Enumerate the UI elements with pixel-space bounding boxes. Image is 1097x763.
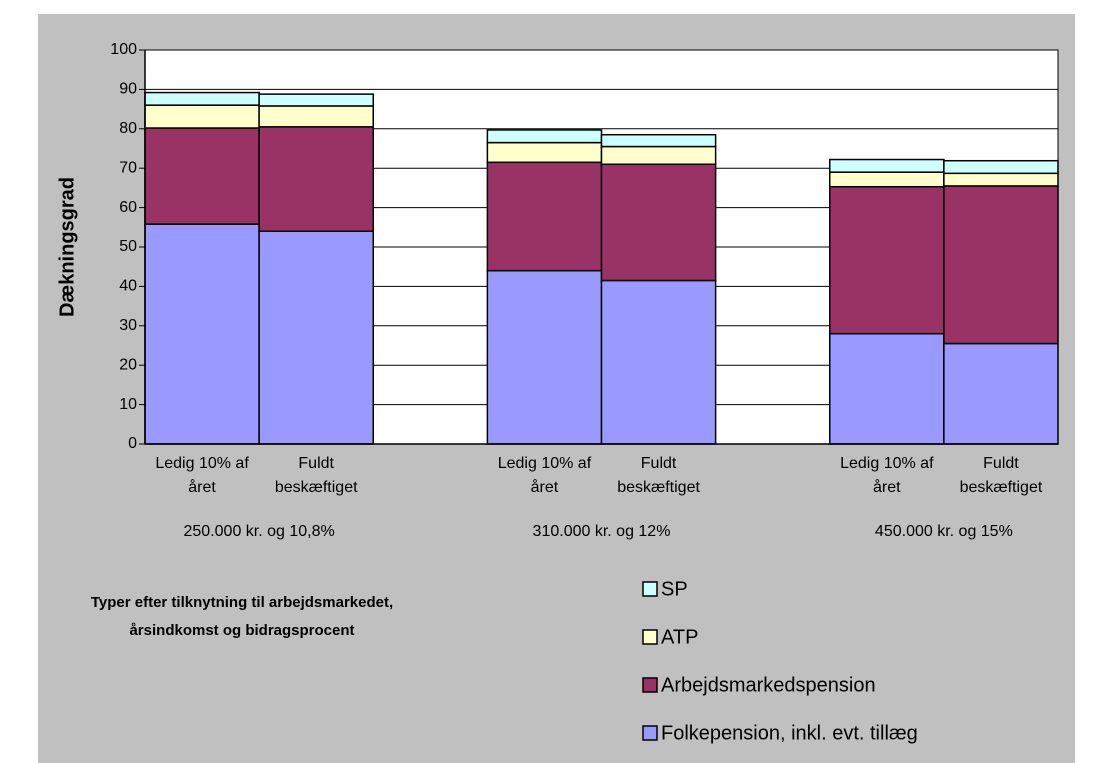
x-tick-label: Ledig 10% af året	[840, 455, 934, 496]
y-tick-label: 60	[119, 199, 137, 216]
group-label: 450.000 kr. og 15%	[874, 523, 1013, 540]
x-tick-label: Fuldt beskæftiget	[617, 455, 700, 496]
y-axis-label: Dækningsgrad	[56, 177, 78, 317]
y-tick-label: 20	[119, 356, 137, 373]
legend-label: Arbejdsmarkedspension	[661, 674, 876, 696]
group-label: 310.000 kr. og 12%	[532, 523, 671, 540]
y-tick-label: 10	[119, 396, 137, 413]
bar-segment	[144, 91, 260, 106]
x-tick-label: Ledig 10% af året	[155, 455, 249, 496]
bar-segment	[943, 172, 1059, 187]
bar-segment	[258, 105, 374, 128]
group-label: 250.000 kr. og 10,8%	[183, 523, 335, 540]
bar-segment	[943, 159, 1059, 175]
bar-segment	[600, 145, 717, 166]
bar-segment	[486, 161, 603, 272]
bar-segment	[144, 104, 260, 129]
legend-label: ATP	[661, 626, 698, 648]
y-tick-label: 0	[128, 435, 137, 452]
bar-segment	[829, 158, 945, 173]
y-tick-label: 40	[119, 278, 137, 295]
legend-label: Folkepension, inkl. evt. tillæg	[661, 722, 918, 744]
bar-segment	[486, 129, 603, 144]
bar-segment	[943, 342, 1059, 445]
bar-segment	[144, 223, 260, 445]
bar-segment	[829, 332, 945, 445]
bar-segment	[486, 141, 603, 164]
bar-segment	[600, 133, 717, 148]
y-tick-label: 30	[119, 317, 137, 334]
y-tick-label: 70	[119, 159, 137, 176]
y-tick-label: 100	[110, 41, 137, 58]
legend-label: SP	[661, 578, 688, 600]
x-tick-label: Ledig 10% af året	[497, 455, 592, 496]
bar-segment	[258, 126, 374, 232]
x-tick-label: Fuldt beskæftiget	[959, 455, 1043, 496]
bar-segment	[829, 171, 945, 188]
legend-swatch	[642, 581, 658, 597]
x-axis-label: Typer efter tilknytning til arbejdsmarke…	[90, 594, 394, 639]
bar-segment	[600, 279, 717, 445]
bar-segment	[144, 127, 260, 225]
bar-segment	[943, 185, 1059, 345]
y-tick-label: 80	[119, 120, 137, 137]
bar-segment	[258, 93, 374, 107]
legend-swatch	[642, 629, 658, 645]
bar-segment	[829, 185, 945, 335]
legend-swatch	[642, 725, 658, 741]
legend-swatch	[642, 677, 658, 693]
x-tick-label: Fuldt beskæftiget	[274, 455, 358, 496]
bar-segment	[600, 163, 717, 282]
y-tick-label: 90	[119, 81, 137, 98]
bar-segment	[258, 230, 374, 445]
y-tick-label: 50	[119, 238, 137, 255]
bar-segment	[486, 269, 603, 445]
